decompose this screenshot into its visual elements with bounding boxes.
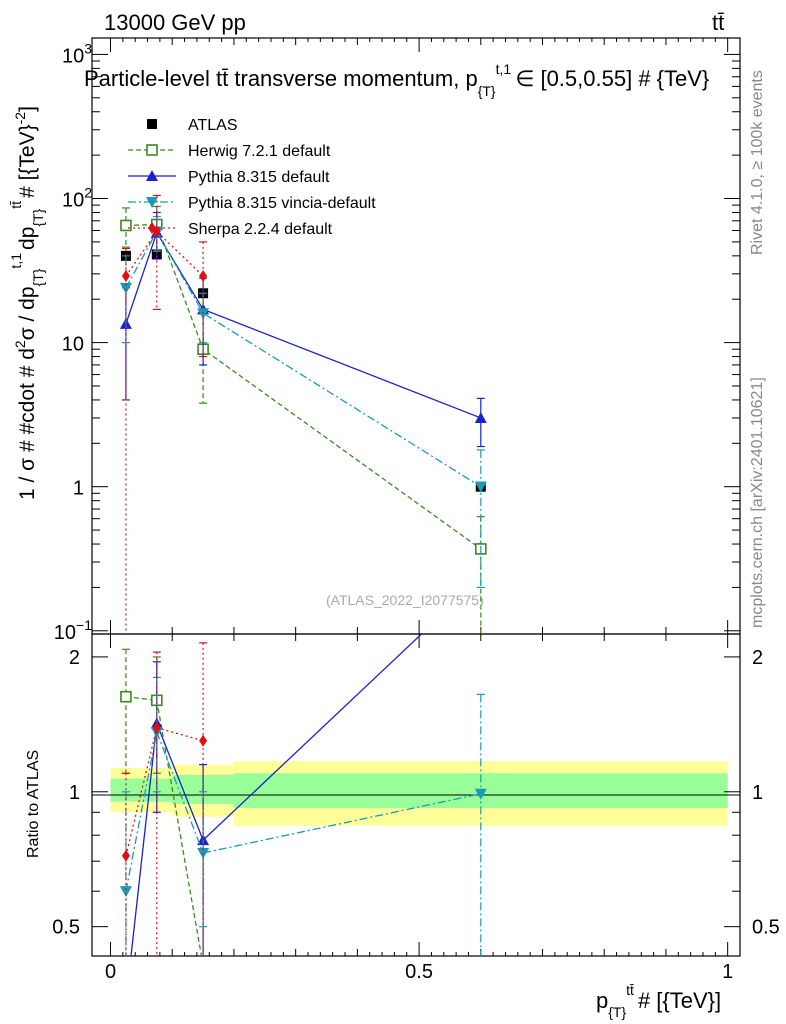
ylabel-sub-2: {T} xyxy=(30,208,46,226)
legend-label: Pythia 8.315 default xyxy=(188,169,330,186)
ylabel-part-3: dp xyxy=(16,227,39,250)
main-ytick-label: 1 xyxy=(73,478,84,500)
chart-title-main: Particle-level tt̄ transverse momentum, … xyxy=(84,66,478,91)
ratio-series-3 xyxy=(121,642,208,956)
x-axis-ticks: 0 0.5 1 xyxy=(105,38,733,983)
legend-marker xyxy=(146,144,158,156)
data-point xyxy=(121,269,130,282)
ratio-ytick-label-left: 2 xyxy=(69,647,80,669)
legend-entry-3: Pythia 8.315 vincia-default xyxy=(128,195,376,212)
ratio-ytick-label-right: 2 xyxy=(752,647,763,669)
mcplots-label: mcplots.cern.ch [arXiv:2401.10621] xyxy=(749,377,766,628)
xtick-label: 0 xyxy=(105,961,116,983)
main-ytick-label: 10 xyxy=(62,334,84,356)
ratio-data-point xyxy=(121,849,130,862)
ratio-y-axis-label: Ratio to ATLAS xyxy=(25,750,42,858)
ylabel-sup-m2: -2 xyxy=(12,112,28,125)
main-series-4 xyxy=(121,194,208,634)
legend: ATLAS Herwig 7.2.1 default Pythia 8.315 de… xyxy=(128,117,376,238)
ratio-data-point xyxy=(120,690,132,703)
analysis-watermark: (ATLAS_2022_I2077575) xyxy=(326,592,484,608)
ratio-ytick-label-right: 1 xyxy=(752,782,763,804)
chart-title-sub: {T} xyxy=(478,83,496,99)
ratio-data-point xyxy=(199,734,208,747)
legend-marker xyxy=(146,197,158,208)
ylabel-sup-tt: tt̄ xyxy=(8,201,24,209)
legend-entry-2: Pythia 8.315 default xyxy=(128,169,330,186)
ylabel-part-2: σ / dp xyxy=(16,286,39,340)
ratio-y-axis-ticks: 0.5 0.5 1 1 2 2 xyxy=(52,647,780,939)
main-ytick-label: 103 xyxy=(62,40,92,67)
ylabel-part-4: # [{TeV} xyxy=(16,124,39,198)
xtick-label: 1 xyxy=(722,961,733,983)
main-ytick-label: 102 xyxy=(62,185,92,212)
legend-label: Sherpa 2.2.4 default xyxy=(188,221,333,238)
chart-title: Particle-level tt̄ transverse momentum, … xyxy=(84,61,709,99)
energy-label: 13000 GeV pp xyxy=(104,10,246,35)
legend-entry-0: ATLAS xyxy=(147,117,238,134)
legend-marker xyxy=(146,170,158,181)
legend-entry-4: Sherpa 2.2.4 default xyxy=(128,221,333,238)
legend-entry-1: Herwig 7.2.1 default xyxy=(128,143,331,160)
xtick-label: 0.5 xyxy=(405,961,433,983)
data-point xyxy=(120,219,132,232)
xlabel-p: p xyxy=(596,988,608,1013)
ratio-series-line xyxy=(130,633,422,957)
legend-label: ATLAS xyxy=(188,117,238,134)
ratio-data-point xyxy=(474,788,487,800)
ylabel-sup-t1: t,1 xyxy=(8,253,24,269)
ratio-data-point xyxy=(119,886,132,898)
main-y-axis-label: 1 / σ # #cdot # d2σ / dp{T}t,1dp{T}tt̄# … xyxy=(8,106,46,500)
ratio-ytick-label-left: 1 xyxy=(69,782,80,804)
legend-label: Pythia 8.315 vincia-default xyxy=(188,195,376,212)
x-axis-label: p{T}tt̄ # [{TeV}] xyxy=(596,982,721,1020)
main-series-layer xyxy=(119,194,487,634)
data-point xyxy=(474,411,487,423)
series-line xyxy=(125,223,482,550)
ylabel-part-5: ] xyxy=(16,106,39,112)
ratio-series-layer xyxy=(119,633,487,957)
rivet-label: Rivet 4.1.0, ≥ 100k events xyxy=(749,70,766,255)
xlabel-sub: {T} xyxy=(608,1004,626,1020)
data-point xyxy=(474,481,487,493)
ratio-ytick-label-left: 0.5 xyxy=(52,917,80,939)
series-line xyxy=(125,230,204,277)
series-line xyxy=(125,231,482,419)
legend-label: Herwig 7.2.1 default xyxy=(188,143,331,160)
chart-title-sup: t,1 xyxy=(496,61,512,77)
ylabel-sup-2: 2 xyxy=(12,340,28,348)
ylabel-sub-1: {T} xyxy=(30,268,46,286)
data-point xyxy=(119,282,132,294)
chart-title-tail: ∈ [0.5,0.55] # {TeV} xyxy=(515,66,709,91)
main-ytick-label: 10−1 xyxy=(54,617,92,644)
data-point xyxy=(199,269,208,282)
main-series-0 xyxy=(120,249,486,492)
ratio-series-line xyxy=(125,696,203,957)
ratio-ytick-label-right: 0.5 xyxy=(752,917,780,939)
xlabel-sup: tt̄ xyxy=(626,982,634,998)
main-series-1 xyxy=(120,205,487,634)
series-line xyxy=(125,230,482,488)
ratio-data-point xyxy=(152,721,161,734)
xlabel-tail: # [{TeV}] xyxy=(638,988,721,1013)
process-label: tt̄ xyxy=(712,10,724,35)
ratio-series-line xyxy=(125,727,204,856)
legend-marker xyxy=(147,119,157,129)
main-y-axis-ticks: 10−1 1 10 102 103 xyxy=(54,40,740,644)
legend-marker xyxy=(148,222,156,234)
ratio-series-line xyxy=(125,731,481,892)
main-series-2 xyxy=(119,211,487,448)
ylabel-part-1: 1 / σ # #cdot # d xyxy=(16,348,39,500)
